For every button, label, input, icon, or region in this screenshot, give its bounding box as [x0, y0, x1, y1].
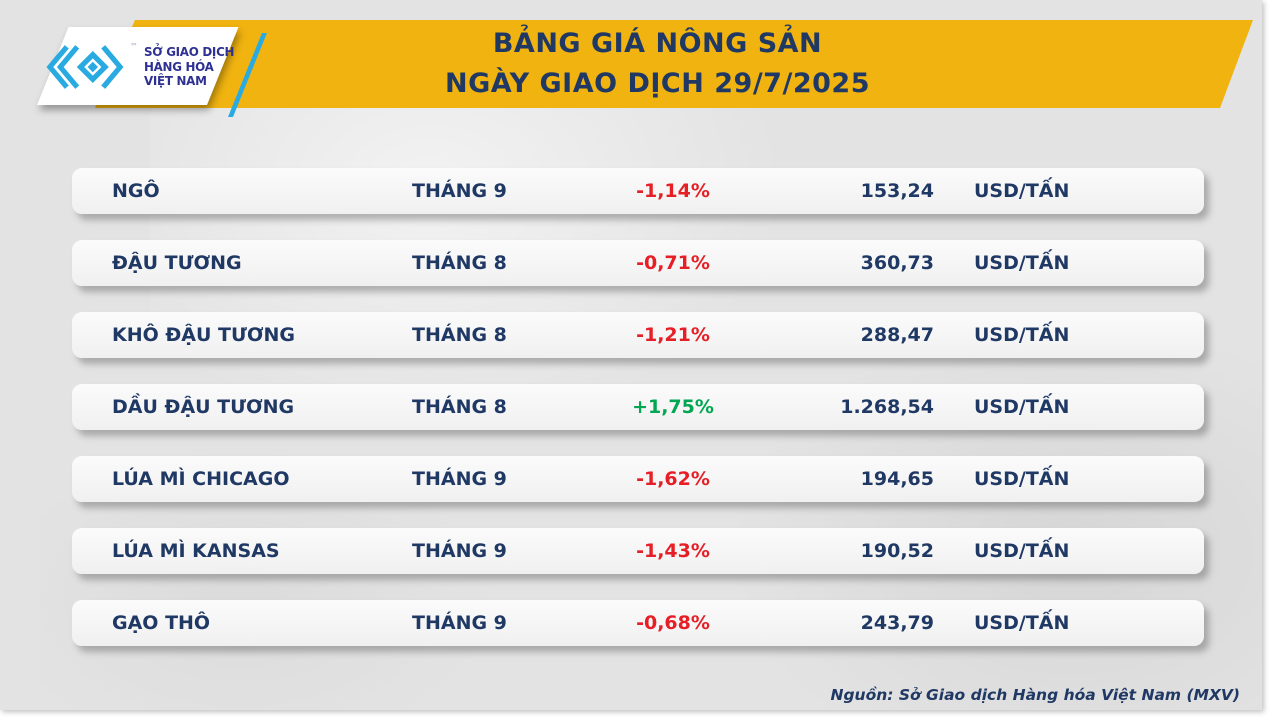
contract-month: THÁNG 9 [412, 180, 507, 202]
commodity-name: ĐẬU TƯƠNG [112, 252, 242, 274]
commodity-name: LÚA MÌ KANSAS [112, 540, 280, 562]
table-row: DẦU ĐẬU TƯƠNG THÁNG 8 +1,75% 1.268,54 US… [72, 384, 1204, 430]
logo-text-line1: SỞ GIAO DỊCH [144, 43, 235, 59]
logo-text-line2: HÀNG HÓA [144, 58, 214, 74]
change-percent: -1,62% [636, 468, 710, 490]
contract-month: THÁNG 9 [412, 468, 507, 490]
commodity-name: GẠO THÔ [112, 612, 211, 634]
change-percent: -1,14% [636, 180, 710, 202]
commodity-name: KHÔ ĐẬU TƯƠNG [112, 324, 295, 346]
mxv-logo-lockup: ™ SỞ GIAO DỊCH HÀNG HÓA VIỆT NAM [46, 38, 236, 96]
page-title-line2: NGÀY GIAO DỊCH 29/7/2025 [445, 68, 870, 99]
change-percent: -1,21% [636, 324, 710, 346]
contract-month: THÁNG 8 [412, 396, 507, 418]
source-credit: Nguồn: Sở Giao dịch Hàng hóa Việt Nam (M… [830, 686, 1240, 704]
price-table: NGÔ THÁNG 9 -1,14% 153,24 USD/TẤN ĐẬU TƯ… [72, 168, 1204, 672]
table-row: NGÔ THÁNG 9 -1,14% 153,24 USD/TẤN [72, 168, 1204, 214]
contract-month: THÁNG 9 [412, 612, 507, 634]
price-value: 360,73 [860, 252, 934, 274]
page-title-line1: BẢNG GIÁ NÔNG SẢN [492, 28, 823, 59]
contract-month: THÁNG 9 [412, 540, 507, 562]
price-unit: USD/TẤN [974, 252, 1070, 274]
change-percent: +1,75% [632, 396, 714, 418]
price-value: 153,24 [860, 180, 934, 202]
mxv-logo-icon [46, 45, 124, 89]
contract-month: THÁNG 8 [412, 252, 507, 274]
change-percent: -0,71% [636, 252, 710, 274]
table-row: KHÔ ĐẬU TƯƠNG THÁNG 8 -1,21% 288,47 USD/… [72, 312, 1204, 358]
commodity-name: DẦU ĐẬU TƯƠNG [112, 396, 295, 418]
price-board-canvas: BẢNG GIÁ NÔNG SẢN NGÀY GIAO DỊCH 29/7/20… [0, 0, 1262, 710]
commodity-name: NGÔ [112, 180, 160, 202]
trademark-symbol: ™ [130, 42, 138, 51]
table-row: LÚA MÌ CHICAGO THÁNG 9 -1,62% 194,65 USD… [72, 456, 1204, 502]
price-value: 194,65 [860, 468, 934, 490]
logo-text-line3: VIỆT NAM [144, 73, 207, 89]
price-unit: USD/TẤN [974, 180, 1070, 202]
price-unit: USD/TẤN [974, 612, 1070, 634]
table-row: GẠO THÔ THÁNG 9 -0,68% 243,79 USD/TẤN [72, 600, 1204, 646]
price-unit: USD/TẤN [974, 396, 1070, 418]
change-percent: -1,43% [636, 540, 710, 562]
table-row: LÚA MÌ KANSAS THÁNG 9 -1,43% 190,52 USD/… [72, 528, 1204, 574]
price-value: 288,47 [860, 324, 934, 346]
table-row: ĐẬU TƯƠNG THÁNG 8 -0,71% 360,73 USD/TẤN [72, 240, 1204, 286]
contract-month: THÁNG 8 [412, 324, 507, 346]
page-title: BẢNG GIÁ NÔNG SẢN NGÀY GIAO DỊCH 29/7/20… [95, 24, 1220, 104]
price-value: 1.268,54 [840, 396, 934, 418]
price-unit: USD/TẤN [974, 324, 1070, 346]
price-unit: USD/TẤN [974, 540, 1070, 562]
price-value: 190,52 [860, 540, 934, 562]
logo-text: SỞ GIAO DỊCH HÀNG HÓA VIỆT NAM [144, 43, 235, 89]
title-banner [95, 20, 1253, 108]
commodity-name: LÚA MÌ CHICAGO [112, 468, 290, 490]
price-value: 243,79 [860, 612, 934, 634]
price-unit: USD/TẤN [974, 468, 1070, 490]
change-percent: -0,68% [636, 612, 710, 634]
